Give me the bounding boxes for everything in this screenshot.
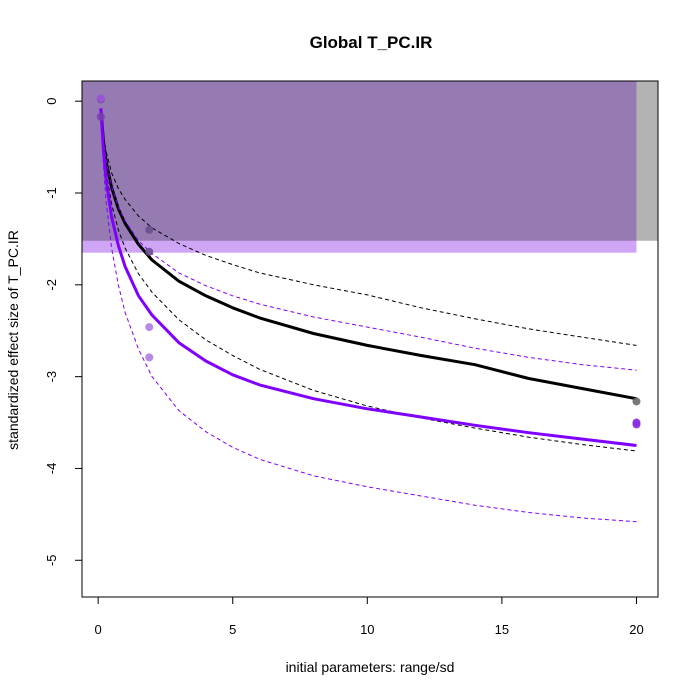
series-line-1	[100, 110, 637, 346]
series-line-4	[100, 110, 637, 371]
data-point-9	[632, 420, 641, 429]
series-lines	[99, 108, 637, 523]
x-tick-label: 5	[229, 622, 236, 637]
x-axis: 0 5 10 15 20	[95, 596, 644, 637]
y-tick-label: -4	[44, 463, 59, 475]
data-point-2	[96, 112, 105, 121]
x-tick-label: 20	[629, 622, 643, 637]
series-line-2	[100, 110, 637, 452]
y-tick-label: -2	[44, 279, 59, 291]
y-tick-label: 0	[44, 98, 59, 105]
data-points	[96, 94, 641, 429]
x-tick-label: 0	[95, 622, 102, 637]
series-line-5	[100, 110, 637, 523]
shaded-band-2	[82, 81, 637, 241]
series-line-3	[99, 108, 637, 447]
y-tick-label: -3	[44, 371, 59, 383]
data-point-5	[145, 323, 154, 332]
data-point-7	[632, 397, 641, 406]
data-point-3	[145, 225, 154, 234]
y-axis-label: standardized effect size of T_PC.IR	[5, 230, 21, 450]
data-point-4	[145, 247, 154, 256]
y-axis: 0 -1 -2 -3 -4 -5	[44, 98, 83, 566]
data-point-6	[145, 353, 154, 362]
data-point-1	[96, 94, 105, 103]
y-tick-label: -1	[44, 187, 59, 199]
y-tick-label: -5	[44, 554, 59, 566]
shaded-bands	[82, 81, 658, 253]
x-tick-label: 15	[495, 622, 509, 637]
chart-title: Global T_PC.IR	[310, 33, 433, 52]
x-axis-label: initial parameters: range/sd	[286, 659, 455, 675]
x-tick-label: 10	[360, 622, 374, 637]
